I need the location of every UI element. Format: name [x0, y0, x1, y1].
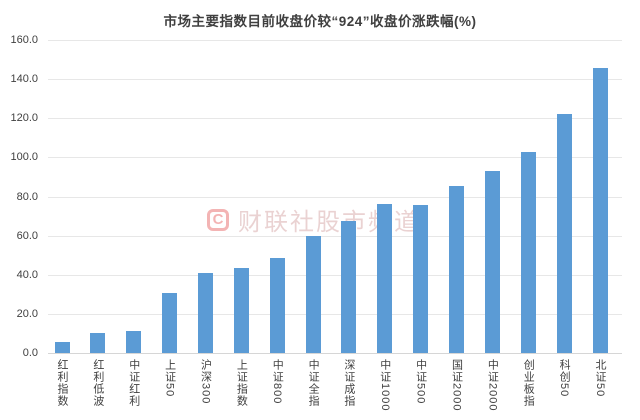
y-axis-tick-label: 140.0 — [10, 73, 38, 86]
watermark-text: 财联社股市频道 — [238, 209, 420, 236]
bar — [377, 204, 393, 353]
x-axis-category-label: 中证2000 — [486, 359, 499, 412]
y-axis-tick-label: 120.0 — [10, 112, 38, 125]
bar — [90, 332, 106, 353]
bar — [269, 258, 285, 353]
gridline — [48, 313, 622, 315]
bar — [592, 68, 608, 353]
x-axis-category-label: 中证800 — [271, 359, 284, 405]
x-axis-category-label: 上证50 — [163, 359, 176, 398]
gridline — [48, 79, 622, 81]
x-axis-category-label: 中证500 — [414, 359, 427, 405]
bar — [413, 205, 429, 353]
y-axis-tick-label: 100.0 — [10, 151, 38, 164]
x-axis-category-label: 中证全指 — [307, 359, 320, 407]
gridline — [48, 274, 622, 276]
bar — [198, 272, 213, 353]
bar — [54, 342, 70, 353]
x-axis-category-label: 创业板指 — [522, 359, 535, 407]
gridline — [48, 196, 622, 198]
y-axis-tick-label: 80.0 — [16, 190, 38, 203]
bar — [556, 114, 572, 353]
bar — [484, 171, 500, 353]
x-axis-category-label: 中证红利 — [127, 359, 140, 407]
gridline — [48, 157, 622, 159]
gridline — [48, 235, 622, 237]
y-axis-tick-label: 20.0 — [16, 307, 38, 320]
bar — [233, 267, 249, 353]
x-axis-category-label: 红利低波 — [91, 359, 104, 407]
gridline — [48, 40, 622, 41]
x-axis-category-label: 红利指数 — [56, 359, 68, 407]
bar — [341, 221, 357, 353]
x-axis-category-label: 北证50 — [594, 359, 606, 398]
gridline — [48, 118, 622, 120]
y-axis-tick-label: 40.0 — [16, 268, 38, 281]
bar — [126, 330, 142, 353]
y-axis-tick-label: 160.0 — [10, 34, 38, 46]
chart-title: 市场主要指数目前收盘价较“924”收盘价涨跌幅(%) — [163, 14, 477, 29]
x-axis-line — [48, 353, 622, 354]
bar — [520, 151, 536, 353]
cailianshe-logo-icon: C — [207, 208, 229, 231]
bar — [305, 235, 321, 353]
bar — [449, 185, 464, 353]
bar — [162, 293, 178, 353]
y-axis-tick-label: 60.0 — [16, 229, 38, 242]
y-axis-tick-label: 0.0 — [22, 347, 38, 359]
x-axis-category-label: 深证成指 — [342, 359, 355, 407]
x-axis-category-label: 中证1000 — [378, 359, 391, 412]
x-axis-category-label: 上证指数 — [235, 359, 248, 407]
x-axis-category-label: 国证2000 — [450, 359, 463, 412]
x-axis-category-label: 科创50 — [558, 359, 571, 398]
x-axis-category-label: 沪深300 — [199, 359, 212, 405]
